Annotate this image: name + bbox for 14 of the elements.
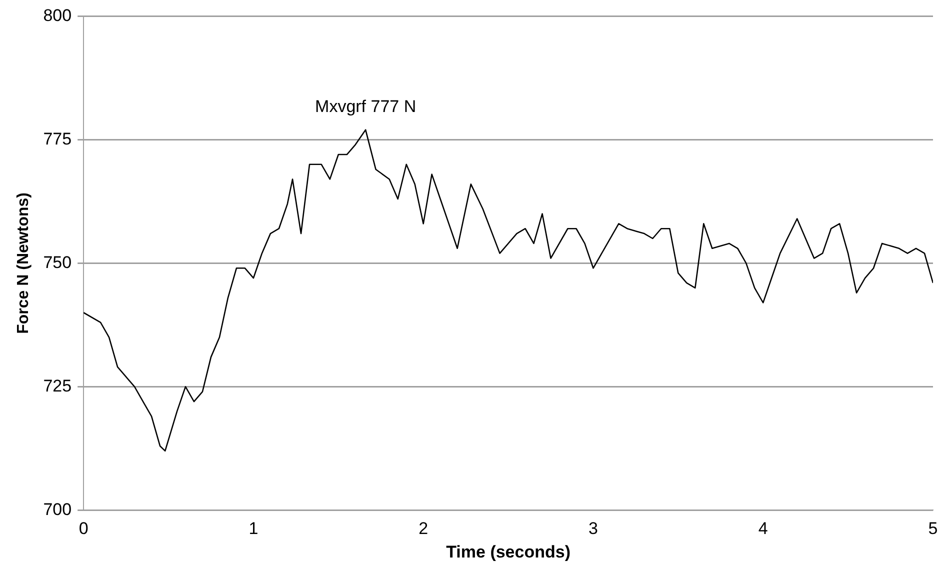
x-tick-label: 2 — [418, 519, 428, 538]
x-tick-label: 4 — [758, 519, 768, 538]
y-tick-label: 750 — [43, 252, 72, 272]
y-tick-label: 700 — [43, 500, 72, 519]
x-axis-title: Time (seconds) — [446, 542, 570, 562]
x-tick-label: 5 — [928, 519, 938, 538]
y-tick-label: 800 — [43, 6, 72, 25]
x-tick-label: 0 — [78, 519, 88, 538]
annotation: Mxvgrf 777 N — [315, 97, 416, 116]
y-tick-label: 775 — [43, 129, 72, 148]
y-tick-label: 725 — [43, 376, 72, 396]
y-axis-title: Force N (Newtons) — [15, 192, 32, 334]
x-tick-label: 3 — [588, 519, 598, 538]
x-tick-label: 1 — [248, 519, 258, 538]
